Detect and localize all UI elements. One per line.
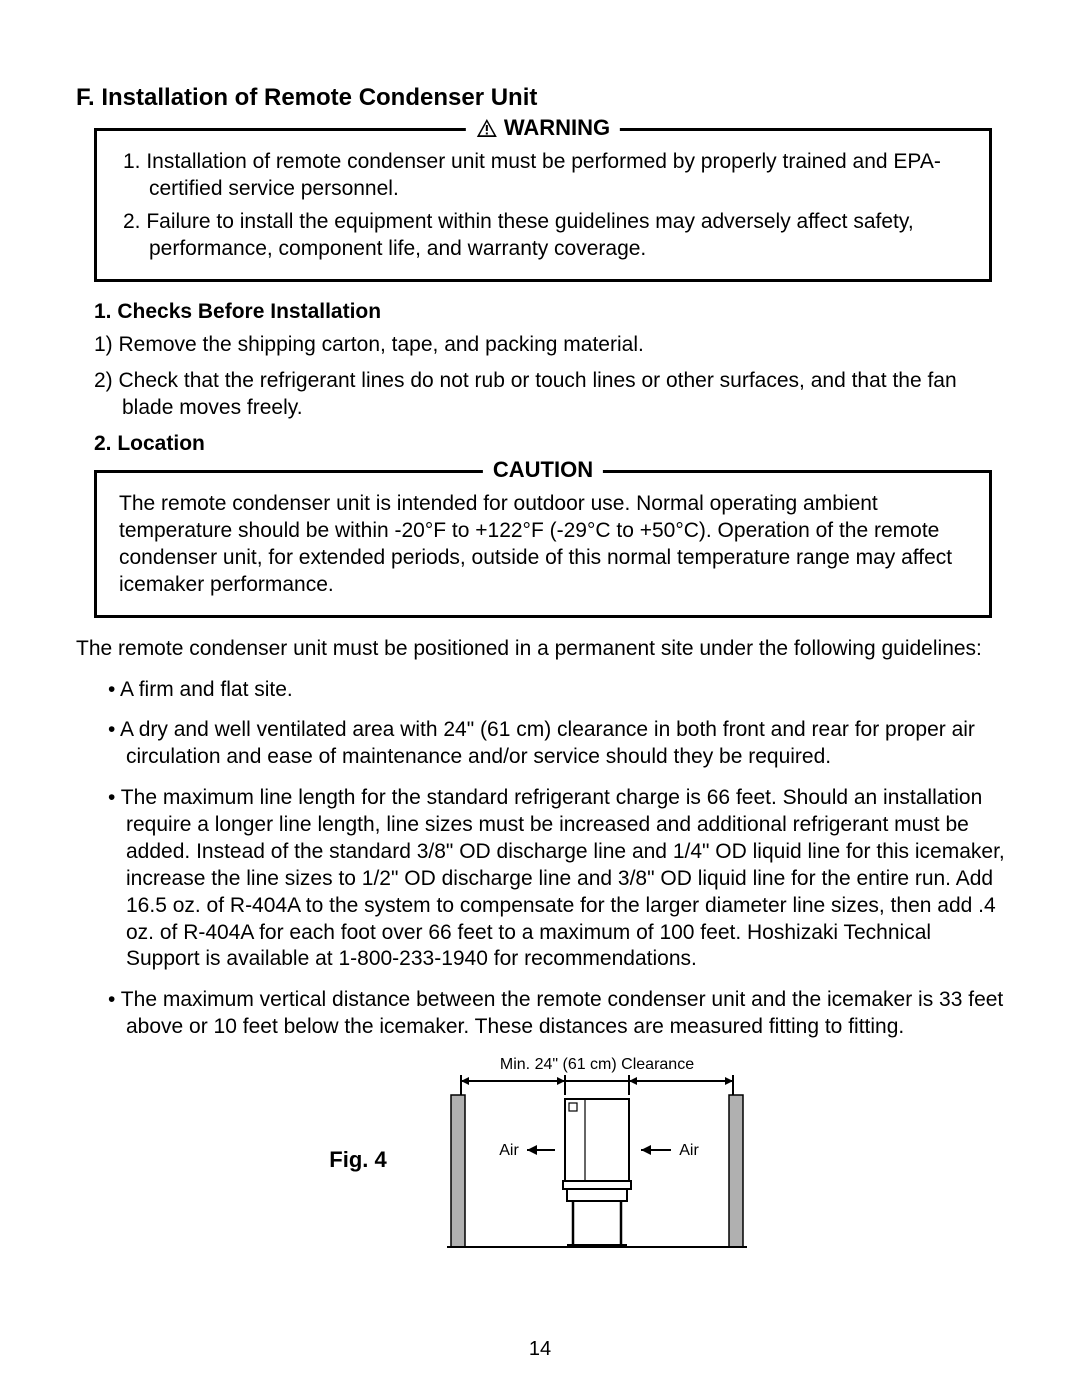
caution-box: CAUTION The remote condenser unit is int… (94, 470, 992, 618)
warning-label: WARNING (504, 115, 610, 141)
bullet-list: • A firm and flat site. • A dry and well… (94, 677, 1010, 1042)
warning-title: WARNING (466, 115, 620, 141)
air-label-right: Air (679, 1142, 699, 1159)
caution-label: CAUTION (493, 457, 593, 483)
figure-label: Fig. 4 (329, 1147, 386, 1173)
section-title: F. Installation of Remote Condenser Unit (76, 84, 1010, 112)
list-item: • A dry and well ventilated area with 24… (94, 717, 1010, 771)
page: F. Installation of Remote Condenser Unit… (0, 0, 1080, 1397)
location-heading: 2. Location (94, 432, 1010, 456)
warning-list: 1. Installation of remote condenser unit… (119, 149, 967, 263)
warning-triangle-icon (476, 118, 498, 138)
clearance-diagram-icon: Min. 24" (61 cm) Clearance (437, 1055, 757, 1265)
air-label-left: Air (499, 1142, 519, 1159)
list-item: 2) Check that the refrigerant lines do n… (94, 368, 1010, 422)
figure-4: Fig. 4 Min. 24" (61 cm) Clearance (76, 1055, 1010, 1265)
guidelines-intro: The remote condenser unit must be positi… (76, 636, 1010, 663)
wall-left (451, 1095, 465, 1247)
list-item: 2. Failure to install the equipment with… (119, 209, 967, 263)
list-item: • The maximum vertical distance between … (94, 987, 1010, 1041)
page-number: 14 (0, 1338, 1080, 1361)
list-item: 1. Installation of remote condenser unit… (119, 149, 967, 203)
list-item: • The maximum line length for the standa… (94, 785, 1010, 973)
warning-box: WARNING 1. Installation of remote conden… (94, 128, 992, 282)
list-item: 1) Remove the shipping carton, tape, and… (94, 332, 1010, 359)
checks-heading: 1. Checks Before Installation (94, 300, 1010, 324)
wall-right (729, 1095, 743, 1247)
list-item: • A firm and flat site. (94, 677, 1010, 704)
caution-body: The remote condenser unit is intended fo… (119, 491, 967, 599)
clearance-text: Min. 24" (61 cm) Clearance (500, 1056, 694, 1073)
caution-title: CAUTION (483, 457, 603, 483)
condenser-upper (565, 1099, 629, 1185)
